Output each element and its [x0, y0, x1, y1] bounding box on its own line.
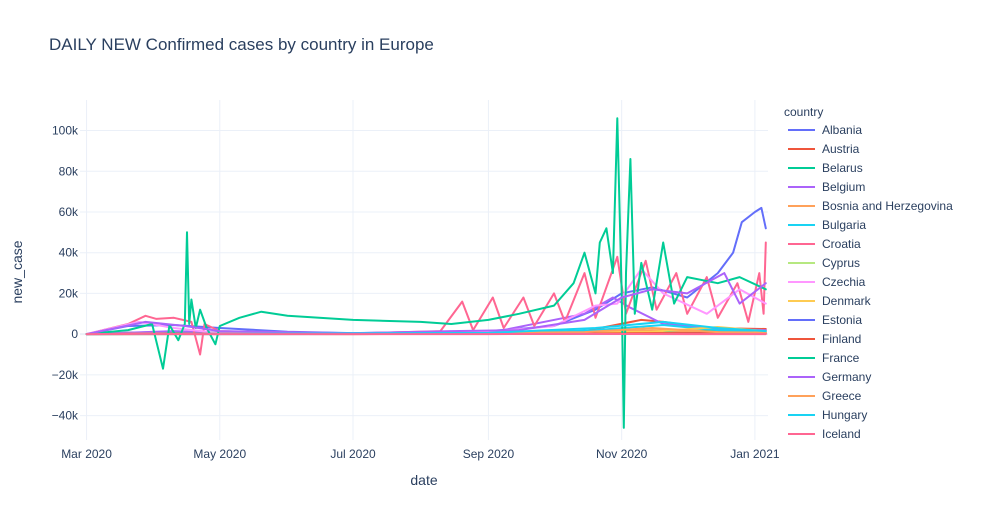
x-axis-ticks: Mar 2020 May 2020 Jul 2020 Sep 2020 Nov 2020… [61, 447, 780, 461]
x-tick-label: Sep 2020 [463, 447, 515, 461]
series-line-czechia[interactable] [85, 268, 767, 336]
legend-item[interactable]: Austria [788, 142, 860, 156]
legend-item[interactable]: Bulgaria [788, 218, 866, 232]
x-axis-title: date [410, 472, 437, 488]
legend-item[interactable]: Croatia [788, 237, 861, 251]
legend-label: Bosnia and Herzegovina [822, 199, 953, 213]
legend-item[interactable]: Germany [788, 370, 871, 384]
legend-label: Belarus [822, 161, 863, 175]
x-tick-label: Jul 2020 [330, 447, 376, 461]
y-tick-label: 80k [59, 164, 79, 178]
y-axis-ticks: −40k −20k 0 20k 40k 60k 80k 100k [52, 124, 79, 423]
x-tick-label: Mar 2020 [61, 447, 112, 461]
y-tick-label: 60k [59, 205, 79, 219]
legend-label: Albania [822, 123, 862, 137]
legend-label: Hungary [822, 408, 867, 422]
y-tick-label: 40k [59, 246, 79, 260]
legend-label: Germany [822, 370, 871, 384]
x-tick-label: May 2020 [193, 447, 246, 461]
legend-item[interactable]: France [788, 351, 860, 365]
legend-item[interactable]: Finland [788, 332, 861, 346]
legend-label: Greece [822, 389, 862, 403]
legend-items: Albania Austria Belarus Belgium Bosnia and H… [788, 123, 953, 441]
legend-item[interactable]: Czechia [788, 275, 866, 289]
series-line-france[interactable] [85, 117, 767, 429]
legend-label: France [822, 351, 860, 365]
legend-label: Iceland [822, 427, 861, 441]
legend-item[interactable]: Belgium [788, 180, 865, 194]
x-tick-label: Nov 2020 [596, 447, 648, 461]
legend-item[interactable]: Cyprus [788, 256, 860, 270]
x-tick-label: Jan 2021 [730, 447, 780, 461]
legend-item[interactable]: Denmark [788, 294, 872, 308]
legend-label: Estonia [822, 313, 862, 327]
legend-item[interactable]: Hungary [788, 408, 867, 422]
y-tick-label: −20k [52, 368, 79, 382]
legend-label: Belgium [822, 180, 865, 194]
series-line-croatia[interactable] [85, 241, 767, 356]
y-tick-label: 0 [71, 327, 78, 341]
legend: country Albania Austria Belarus Belgium Bosn… [784, 105, 953, 441]
series-line-germany[interactable] [85, 272, 767, 336]
legend-label: Cyprus [822, 256, 860, 270]
grid [80, 100, 768, 440]
legend-label: Denmark [822, 294, 872, 308]
legend-label: Croatia [822, 237, 861, 251]
y-tick-label: −40k [52, 409, 79, 423]
legend-label: Finland [822, 332, 861, 346]
y-axis-title: new_case [9, 240, 25, 303]
legend-label: Czechia [822, 275, 866, 289]
series-lines [85, 117, 767, 429]
legend-title: country [784, 105, 823, 119]
y-tick-label: 20k [59, 286, 79, 300]
legend-label: Austria [822, 142, 860, 156]
y-tick-label: 100k [52, 124, 79, 138]
legend-label: Bulgaria [822, 218, 866, 232]
legend-item[interactable]: Estonia [788, 313, 862, 327]
legend-item[interactable]: Bosnia and Herzegovina [788, 199, 953, 213]
legend-item[interactable]: Greece [788, 389, 862, 403]
chart-title: DAILY NEW Confirmed cases by country in … [49, 35, 434, 54]
legend-item[interactable]: Belarus [788, 161, 863, 175]
legend-item[interactable]: Albania [788, 123, 862, 137]
legend-item[interactable]: Iceland [788, 427, 861, 441]
